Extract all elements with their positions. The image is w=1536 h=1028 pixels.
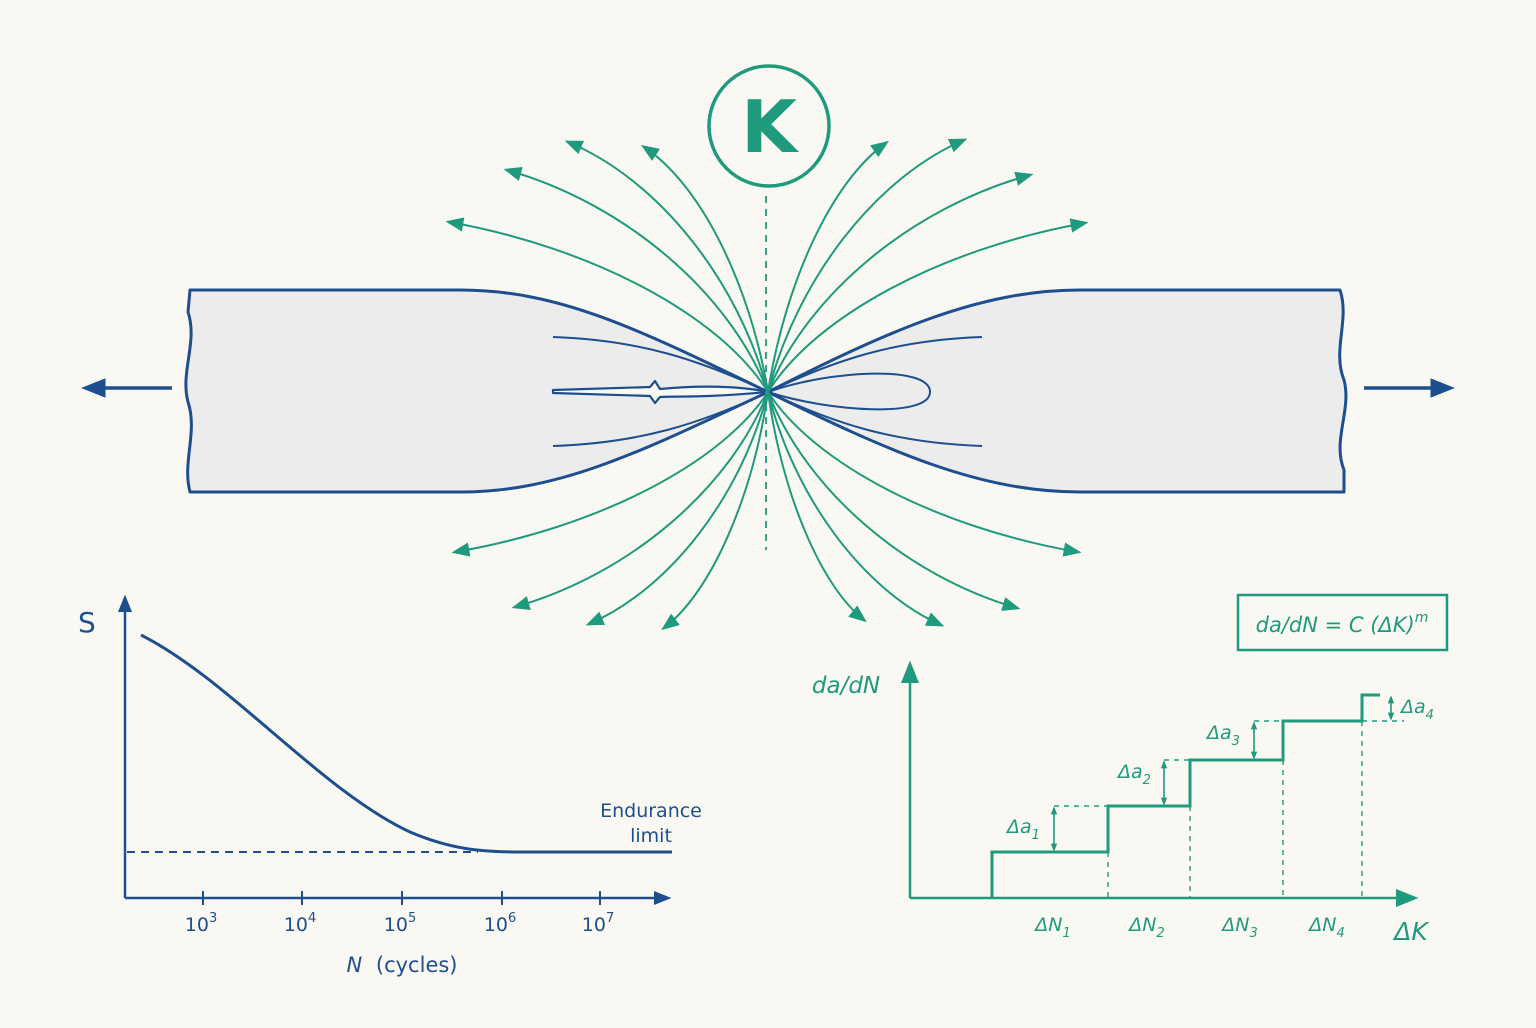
stress-contour-lower-right [767,391,983,447]
delta-n1-label: ΔN1 [1033,914,1071,941]
field-line-16 [767,391,867,623]
sn-tick-label-4: 106 [484,911,516,936]
sn-tick-label-2: 104 [284,911,316,936]
delta-a1-label: Δa1 [1005,816,1040,843]
delta-a3-label: Δa3 [1205,722,1240,749]
growth-staircase [990,693,1380,898]
field-line-13 [767,391,1082,557]
field-line-11 [767,171,1034,393]
field-line-12 [767,218,1089,393]
delta-n4-label: ΔN4 [1307,914,1345,941]
stress-field-lines [445,138,1089,631]
sn-tick-label-5: 107 [582,911,614,936]
field-line-1 [564,140,769,393]
sn-tick-labels: 103 104 105 106 107 [185,891,614,936]
sn-x-label-rest: (cycles) [376,953,458,977]
growth-y-label: da/dN [812,673,880,699]
sn-x-label-var: N [346,953,362,977]
plastic-zone [764,372,932,411]
sn-tick-label-3: 105 [384,911,416,936]
formula: da/dN = C (ΔK)m [1256,610,1429,637]
k-circle [707,64,831,188]
k-symbol: K [707,64,831,550]
field-line-7 [585,391,769,626]
field-line-10 [767,138,968,393]
stress-contour-upper-left [552,336,769,393]
crack-growth-chart: da/dN = C (ΔK)m da/dN ΔK Δa1 Δa2 Δa3 Δa4 [812,593,1449,946]
delta-n2-label: ΔN2 [1127,914,1165,941]
growth-x-label: ΔK [1392,917,1430,946]
endurance-label-line1: Endurance [600,800,702,822]
field-line-4 [445,217,769,393]
formula-box [1236,593,1449,652]
field-line-3 [503,167,769,393]
delta-a4-label: Δa4 [1399,696,1434,723]
field-line-5 [451,391,769,557]
delta-a2-label: Δa2 [1116,761,1151,788]
delta-n3-label: ΔN3 [1220,914,1258,941]
field-line-6 [511,391,769,610]
endurance-label-line2: limit [630,825,672,847]
field-line-14 [767,391,1021,611]
formula-exponent: m [1415,610,1429,626]
formula-text: da/dN = C (ΔK) [1256,613,1415,637]
field-line-8 [661,391,769,631]
field-line-9 [767,140,889,393]
k-label: K [741,85,799,169]
sn-x-label: N (cycles) [346,953,457,977]
sn-curve-chart: S Endurance limit 103 104 105 106 107 N (cyc… [78,594,702,977]
field-line-2 [640,145,769,393]
sn-tick-label-1: 103 [185,911,217,936]
field-line-15 [767,391,945,627]
sn-curve [140,633,672,854]
growth-guides [1054,720,1404,898]
stress-contour-upper-right [767,336,983,393]
sn-y-label: S [78,606,96,639]
stress-contour-lower-left [552,391,769,447]
